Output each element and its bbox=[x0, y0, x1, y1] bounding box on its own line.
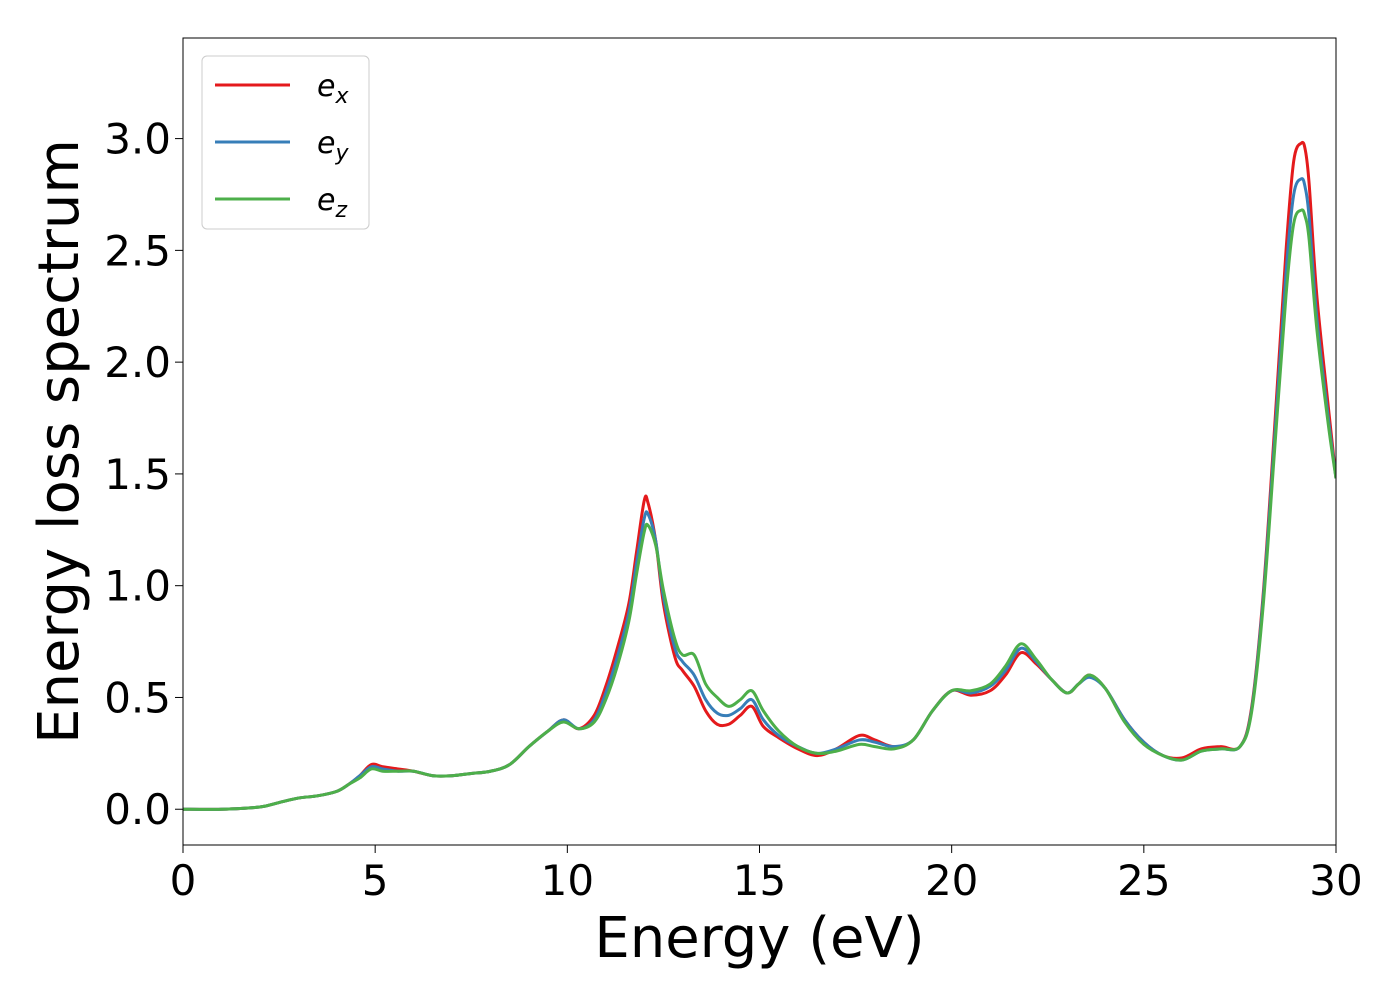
legend-label: ex bbox=[317, 69, 349, 109]
x-tick-label: 25 bbox=[1117, 856, 1170, 905]
y-axis-label: Energy loss spectrum bbox=[27, 139, 92, 744]
y-tick-label: 3.0 bbox=[104, 115, 171, 164]
series-layer bbox=[183, 140, 1336, 811]
x-tick-label: 5 bbox=[362, 856, 389, 905]
y-tick-label: 1.5 bbox=[104, 450, 171, 499]
x-tick-label: 10 bbox=[541, 856, 594, 905]
y-tick-label: 1.0 bbox=[104, 562, 171, 611]
legend-label: ey bbox=[317, 126, 349, 166]
x-axis-label: Energy (eV) bbox=[594, 906, 924, 971]
legend-label: ez bbox=[317, 183, 347, 223]
x-axis-ticks: 0 5 10 15 20 25 30 bbox=[170, 845, 1363, 905]
x-tick-label: 20 bbox=[925, 856, 978, 905]
x-tick-label: 15 bbox=[733, 856, 786, 905]
legend: ex ey ez bbox=[201, 55, 370, 230]
x-tick-label: 0 bbox=[170, 856, 197, 905]
y-tick-label: 0.5 bbox=[104, 673, 171, 722]
y-tick-label: 0.0 bbox=[104, 785, 171, 834]
y-tick-label: 2.0 bbox=[104, 338, 171, 387]
y-axis-ticks: 0.0 0.5 1.0 1.5 2.0 2.5 3.0 bbox=[104, 115, 183, 834]
x-tick-label: 30 bbox=[1309, 856, 1362, 905]
series-line-e-z bbox=[183, 208, 1336, 811]
y-tick-label: 2.5 bbox=[104, 226, 171, 275]
